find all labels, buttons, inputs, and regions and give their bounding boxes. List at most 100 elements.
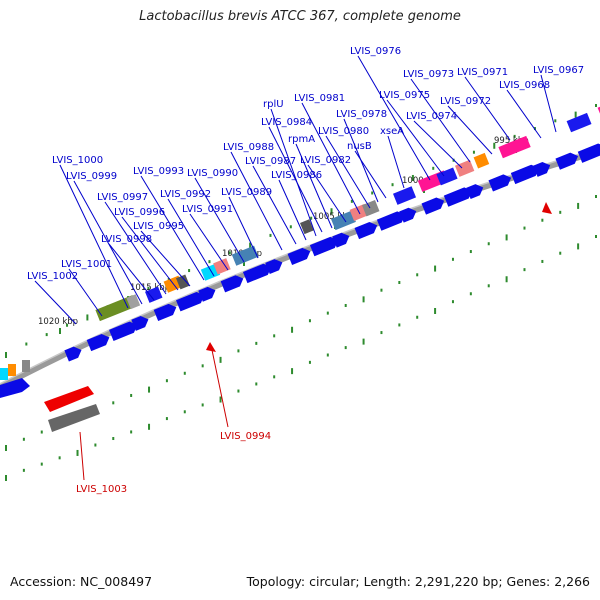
guide-dot bbox=[487, 284, 490, 288]
cds-arrow bbox=[376, 211, 406, 231]
cds-arrow-shape bbox=[242, 263, 272, 284]
guide-dot bbox=[505, 276, 508, 283]
gene-leader-line bbox=[194, 177, 245, 263]
tick-label: 1015 kbp bbox=[130, 283, 170, 293]
guide-dot bbox=[574, 111, 577, 118]
cds-arrow-shape bbox=[466, 184, 484, 200]
guide-dot bbox=[330, 208, 333, 215]
gene-block bbox=[498, 135, 531, 159]
reverse-marker bbox=[206, 342, 216, 352]
cds-arrow-shape bbox=[287, 247, 311, 266]
gene-label: nusB bbox=[347, 141, 372, 152]
gene-leader-line bbox=[307, 164, 347, 223]
gene-feature bbox=[126, 294, 141, 310]
gene-leader-line bbox=[140, 175, 205, 281]
gene-block bbox=[95, 295, 137, 322]
cds-arrow bbox=[421, 197, 445, 215]
guide-dot bbox=[559, 210, 562, 214]
cds-arrow bbox=[510, 164, 540, 185]
gene-label: LVIS_0978 bbox=[336, 109, 387, 120]
gene-leader-line bbox=[211, 349, 229, 428]
guide-dot bbox=[237, 349, 240, 353]
cds-arrow-shape bbox=[86, 334, 110, 352]
guide-dot bbox=[472, 150, 475, 154]
gene-leader-line bbox=[228, 196, 259, 259]
gene-leader-line bbox=[464, 76, 511, 141]
guide-dot bbox=[513, 134, 516, 138]
guide-dot bbox=[45, 333, 48, 337]
cds-arrow bbox=[488, 174, 512, 192]
gene-leader-line bbox=[68, 268, 103, 317]
guide-dot bbox=[291, 326, 294, 333]
guide-dot bbox=[58, 456, 61, 460]
gene-block bbox=[231, 245, 259, 266]
guide-dot bbox=[5, 352, 7, 358]
guide-dot bbox=[523, 268, 526, 272]
gene-label: LVIS_0984 bbox=[261, 117, 312, 128]
gene-feature bbox=[213, 258, 231, 275]
guide-dot bbox=[219, 356, 222, 363]
guide-dot bbox=[22, 437, 25, 441]
guide-dot bbox=[326, 311, 329, 315]
cds-arrow-shape bbox=[198, 286, 216, 302]
gene-label: LVIS_0997 bbox=[97, 192, 148, 203]
cds-arrow bbox=[399, 207, 417, 223]
guide-dot bbox=[273, 334, 276, 338]
cds-arrow-shape bbox=[577, 143, 600, 163]
gene-label: LVIS_1003 bbox=[76, 484, 127, 495]
gene-feature bbox=[436, 167, 458, 186]
gene-feature bbox=[455, 159, 475, 177]
guide-dot bbox=[344, 303, 347, 307]
cds-arrow bbox=[64, 346, 82, 362]
cds-arrow-shape bbox=[153, 303, 177, 322]
gene-label: LVIS_0980 bbox=[318, 126, 369, 137]
gene-block bbox=[362, 199, 380, 217]
guide-dot bbox=[350, 199, 353, 203]
gene-block bbox=[22, 360, 30, 372]
guide-dot bbox=[130, 393, 133, 397]
gene-leader-line bbox=[79, 431, 85, 481]
guide-dot bbox=[434, 265, 437, 272]
cds-arrow-shape bbox=[533, 161, 551, 177]
gene-leader-line bbox=[343, 118, 379, 203]
cds-arrow bbox=[176, 291, 205, 312]
gene-label: LVIS_0988 bbox=[223, 142, 274, 153]
guide-dot bbox=[40, 430, 43, 434]
guide-dot bbox=[326, 353, 329, 357]
guide-dot bbox=[208, 260, 211, 264]
guide-dot bbox=[76, 449, 79, 456]
reverse-gene-block bbox=[48, 404, 100, 432]
gene-leader-line bbox=[73, 180, 143, 305]
cds-arrow-shape bbox=[332, 232, 350, 248]
gene-label: LVIS_0976 bbox=[350, 46, 401, 57]
gene-leader-line bbox=[357, 55, 431, 181]
guide-dot bbox=[434, 307, 437, 314]
gene-block bbox=[213, 258, 231, 275]
guide-dot bbox=[219, 396, 222, 403]
guide-dot bbox=[40, 462, 43, 466]
gene-label: LVIS_1000 bbox=[52, 155, 103, 166]
gene-label: LVIS_0968 bbox=[499, 80, 550, 91]
gene-leader-line bbox=[506, 89, 542, 139]
gene-label: LVIS_0972 bbox=[440, 96, 491, 107]
guide-dot bbox=[577, 202, 580, 209]
guide-dot bbox=[201, 403, 204, 407]
cds-arrow bbox=[354, 221, 378, 240]
cds-arrow-shape bbox=[265, 259, 283, 274]
gene-label: LVIS_0982 bbox=[300, 155, 351, 166]
gene-leader-line bbox=[413, 120, 463, 169]
cds-arrow-shape bbox=[555, 152, 579, 170]
gene-label: LVIS_0987 bbox=[245, 156, 296, 167]
cds-arrow bbox=[198, 286, 216, 302]
cds-arrow-shape bbox=[109, 321, 138, 341]
guide-dot bbox=[541, 218, 544, 222]
gene-label: LVIS_0996 bbox=[114, 207, 165, 218]
guide-dot bbox=[344, 346, 347, 350]
gene-label: rpmA bbox=[288, 134, 315, 145]
gene-label: LVIS_1002 bbox=[27, 271, 78, 282]
gene-leader-line bbox=[540, 74, 557, 133]
guide-dot bbox=[147, 287, 150, 291]
gene-feature bbox=[145, 286, 163, 303]
cds-arrow-shape bbox=[421, 197, 445, 215]
